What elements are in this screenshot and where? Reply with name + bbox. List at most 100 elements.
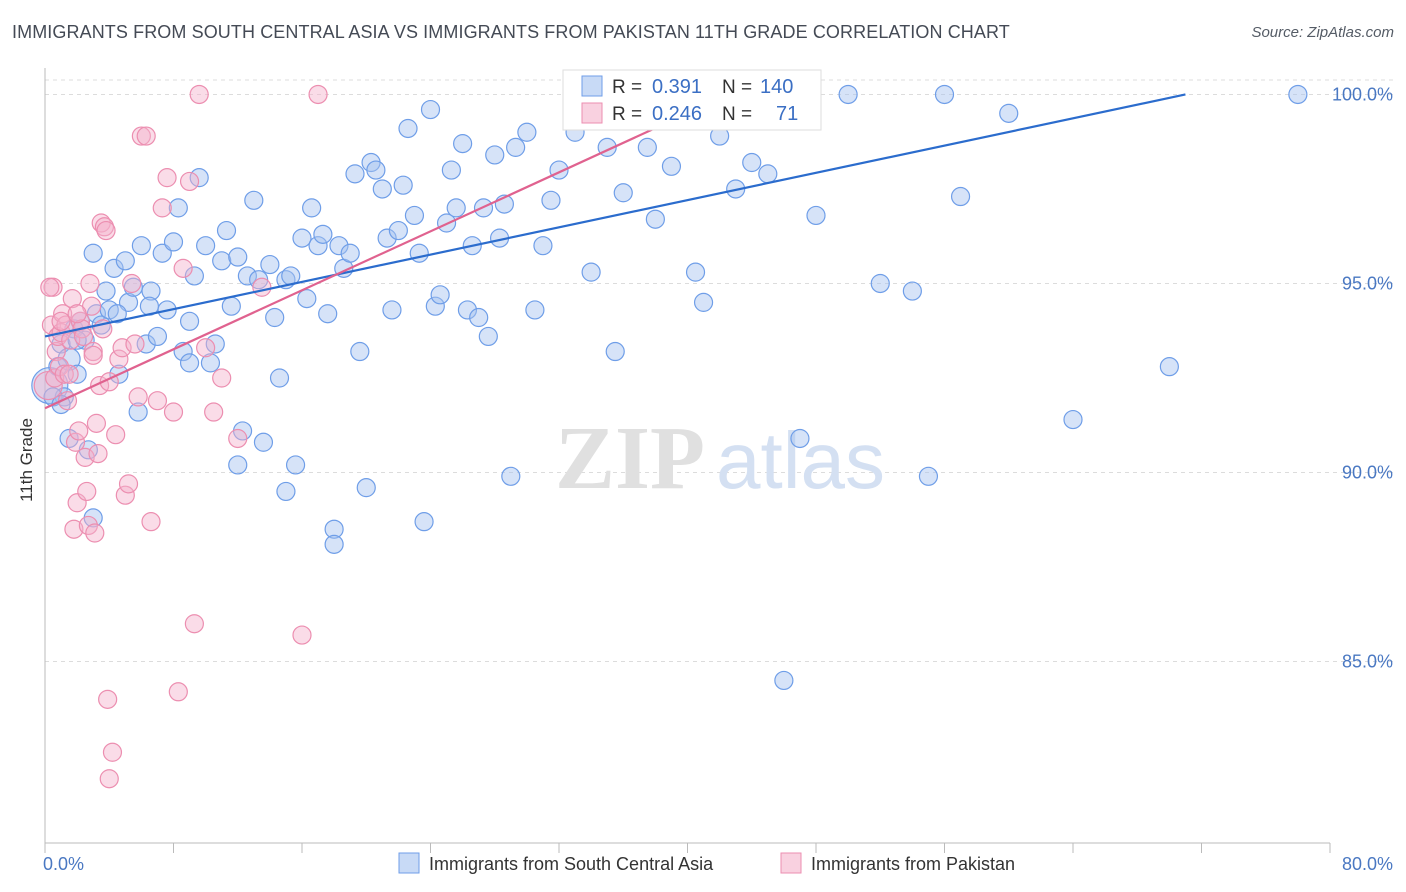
point-south-central-asia bbox=[345, 164, 365, 184]
point-south-central-asia bbox=[533, 236, 553, 256]
chart-title: IMMIGRANTS FROM SOUTH CENTRAL ASIA VS IM… bbox=[12, 22, 1010, 42]
point-pakistan bbox=[292, 625, 312, 645]
point-south-central-asia bbox=[605, 341, 625, 362]
point-pakistan bbox=[147, 391, 168, 411]
point-pakistan bbox=[128, 387, 148, 407]
point-south-central-asia bbox=[216, 220, 237, 241]
point-south-central-asia bbox=[163, 232, 184, 252]
point-south-central-asia bbox=[506, 137, 526, 157]
point-south-central-asia bbox=[637, 137, 657, 157]
point-south-central-asia bbox=[147, 326, 168, 347]
point-south-central-asia bbox=[285, 455, 306, 475]
point-south-central-asia bbox=[902, 281, 922, 301]
point-pakistan bbox=[163, 402, 184, 422]
point-pakistan bbox=[179, 171, 200, 192]
trend-line-pakistan bbox=[44, 112, 688, 410]
point-south-central-asia bbox=[104, 258, 124, 278]
point-pakistan bbox=[228, 428, 248, 449]
point-pakistan bbox=[157, 168, 177, 188]
point-south-central-asia bbox=[179, 311, 200, 331]
point-south-central-asia bbox=[430, 285, 450, 305]
point-south-central-asia bbox=[184, 266, 204, 286]
point-pakistan bbox=[64, 519, 84, 539]
point-pakistan bbox=[62, 289, 82, 309]
point-south-central-asia bbox=[525, 300, 545, 320]
point-south-central-asia bbox=[253, 432, 274, 452]
point-south-central-asia bbox=[420, 99, 441, 120]
point-south-central-asia bbox=[950, 186, 971, 207]
point-pakistan bbox=[96, 220, 116, 241]
point-pakistan bbox=[106, 425, 126, 445]
point-pakistan bbox=[69, 421, 89, 441]
point-pakistan bbox=[86, 413, 107, 433]
stats-r-label-2: R = bbox=[612, 104, 642, 125]
point-south-central-asia bbox=[118, 292, 139, 312]
stats-legend-box bbox=[562, 69, 822, 131]
point-south-central-asia bbox=[693, 292, 714, 312]
point-south-central-asia bbox=[131, 236, 151, 256]
point-south-central-asia bbox=[237, 266, 257, 286]
point-south-central-asia bbox=[685, 262, 706, 282]
point-pakistan bbox=[109, 349, 129, 369]
point-south-central-asia bbox=[200, 353, 221, 373]
point-south-central-asia bbox=[196, 236, 216, 256]
stats-n-value-2: 71 bbox=[776, 103, 798, 125]
point-pakistan bbox=[212, 368, 232, 388]
point-south-central-asia bbox=[179, 353, 200, 373]
y-tick-label: 85.0% bbox=[1342, 652, 1393, 672]
legend: Immigrants from South Central Asia Immig… bbox=[398, 852, 1015, 874]
point-south-central-asia bbox=[934, 84, 955, 105]
point-pakistan bbox=[67, 304, 87, 324]
stats-r-value-1: 0.391 bbox=[652, 76, 702, 98]
x-tick-label-end: 80.0% bbox=[1342, 854, 1393, 874]
point-pakistan bbox=[53, 304, 73, 324]
legend-label-pakistan: Immigrants from Pakistan bbox=[811, 854, 1015, 874]
point-south-central-asia bbox=[457, 300, 478, 320]
point-pakistan bbox=[98, 689, 118, 709]
point-south-central-asia bbox=[96, 281, 116, 301]
point-south-central-asia bbox=[228, 247, 248, 267]
point-south-central-asia bbox=[372, 179, 392, 199]
point-south-central-asia bbox=[350, 341, 370, 362]
point-pakistan bbox=[85, 523, 105, 543]
stats-r-label-1: R = bbox=[612, 77, 642, 98]
y-tick-label: 95.0% bbox=[1342, 273, 1393, 293]
stats-n-value-1: 140 bbox=[760, 76, 793, 98]
point-pakistan bbox=[131, 126, 151, 146]
axes bbox=[44, 68, 1331, 853]
point-pakistan bbox=[99, 769, 119, 789]
point-south-central-asia bbox=[446, 198, 466, 218]
stats-swatch-blue bbox=[581, 75, 603, 97]
x-tick-label-start: 0.0% bbox=[43, 854, 84, 874]
point-south-central-asia bbox=[469, 307, 489, 328]
point-pakistan bbox=[125, 334, 145, 354]
point-south-central-asia bbox=[581, 262, 601, 282]
point-south-central-asia bbox=[838, 84, 858, 105]
point-pakistan bbox=[102, 742, 123, 762]
point-pakistan bbox=[112, 338, 132, 358]
trend-line-south-central-asia bbox=[44, 93, 1186, 338]
point-south-central-asia bbox=[115, 251, 135, 271]
point-pakistan bbox=[196, 338, 216, 358]
point-south-central-asia bbox=[478, 326, 498, 347]
gridlines bbox=[45, 79, 1395, 663]
point-south-central-asia bbox=[999, 103, 1019, 123]
legend-swatch-pakistan bbox=[780, 852, 802, 874]
point-south-central-asia bbox=[414, 512, 434, 532]
point-south-central-asia bbox=[393, 175, 413, 195]
point-south-central-asia bbox=[302, 198, 322, 218]
point-pakistan bbox=[46, 341, 66, 362]
point-south-central-asia bbox=[244, 190, 264, 210]
stats-n-label-1: N = bbox=[722, 77, 752, 98]
point-south-central-asia bbox=[485, 145, 505, 165]
watermark: ZIP atlas bbox=[555, 409, 885, 508]
point-south-central-asia bbox=[313, 224, 333, 244]
point-south-central-asia bbox=[1063, 409, 1083, 430]
point-south-central-asia bbox=[790, 428, 810, 449]
stats-n-label-2: N = bbox=[722, 104, 752, 125]
point-pakistan bbox=[83, 345, 103, 365]
point-pakistan bbox=[65, 432, 86, 452]
stats-r-value-2: 0.246 bbox=[652, 103, 702, 125]
stats-legend: R = 0.391 N = 140 R = 0.246 N = 71 bbox=[562, 69, 822, 131]
point-south-central-asia bbox=[742, 152, 762, 173]
